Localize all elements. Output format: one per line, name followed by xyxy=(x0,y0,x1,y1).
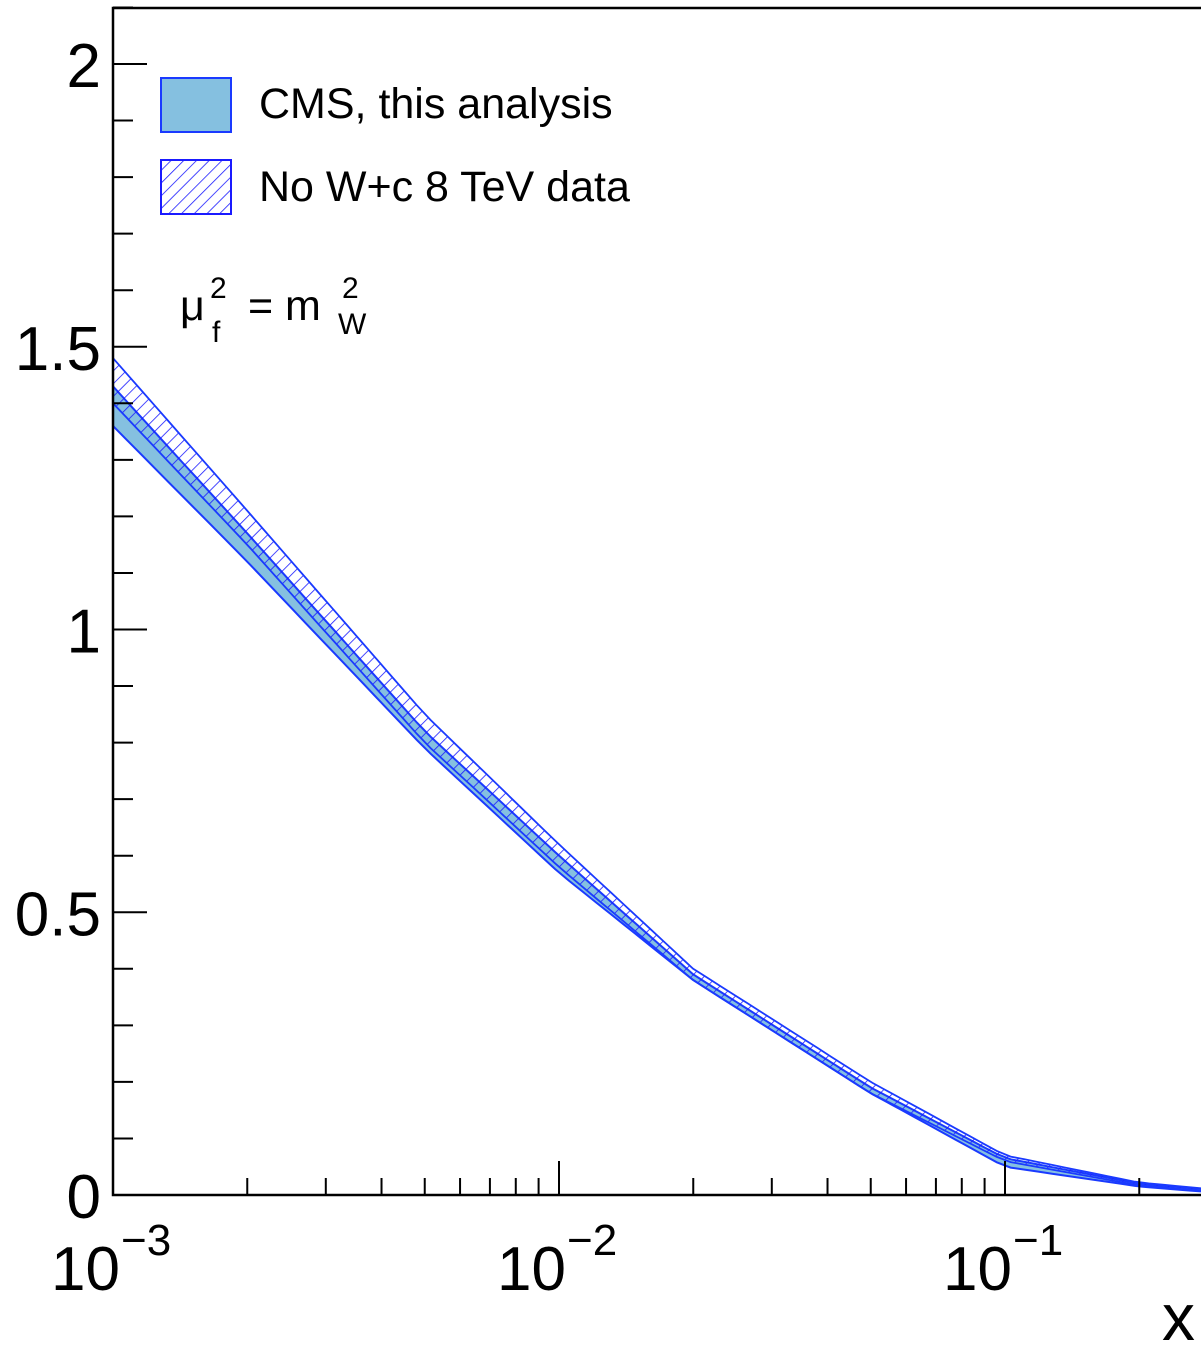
y-tick-label: 0 xyxy=(67,1163,101,1232)
x-ticks xyxy=(112,1161,1141,1195)
legend-label-no-wc: No W+c 8 TeV data xyxy=(259,163,630,211)
x-tick-label: 10 −3 xyxy=(51,1216,171,1304)
y-tick-labels: 0 0.5 1 1.5 2 xyxy=(15,32,101,1232)
x-axis-label: x xyxy=(1162,1280,1195,1350)
equals-m: = m xyxy=(236,282,321,330)
x-tick-label-exponent: −2 xyxy=(567,1216,617,1265)
y-tick-label: 1 xyxy=(67,598,101,667)
legend-label-cms: CMS, this analysis xyxy=(259,80,613,128)
m-subscript: W xyxy=(338,308,367,341)
x-tick-label: 10 −2 xyxy=(497,1216,617,1304)
x-tick-label-base: 10 xyxy=(943,1235,1012,1304)
y-ticks xyxy=(113,6,147,1196)
mu-symbol: μ xyxy=(180,282,205,330)
legend-swatch-hatched xyxy=(160,159,232,215)
x-tick-label-base: 10 xyxy=(497,1235,566,1304)
x-tick-label-exponent: −1 xyxy=(1013,1216,1063,1265)
mu-superscript: 2 xyxy=(210,272,227,305)
plot-frame xyxy=(111,6,1201,1197)
y-tick-label: 2 xyxy=(67,32,101,101)
x-tick-label-exponent: −3 xyxy=(121,1216,171,1265)
y-tick-label: 0.5 xyxy=(15,880,101,949)
m-superscript: 2 xyxy=(342,272,359,305)
y-tick-label: 1.5 xyxy=(15,315,101,384)
x-tick-label: 10 −1 xyxy=(943,1216,1063,1304)
mu-subscript: f xyxy=(212,316,221,349)
x-tick-label-base: 10 xyxy=(51,1235,120,1304)
legend-swatch-filled xyxy=(160,77,232,133)
x-tick-labels: 10 −3 10 −2 10 −1 xyxy=(51,1216,1063,1304)
band-cms-this-analysis xyxy=(113,384,1201,1193)
bands xyxy=(113,356,1201,1193)
scale-annotation: μ 2 f = m 2 W xyxy=(180,272,367,349)
legend: CMS, this analysis No W+c 8 TeV data xyxy=(160,77,630,215)
band-no-wc-8tev xyxy=(113,356,1201,1192)
